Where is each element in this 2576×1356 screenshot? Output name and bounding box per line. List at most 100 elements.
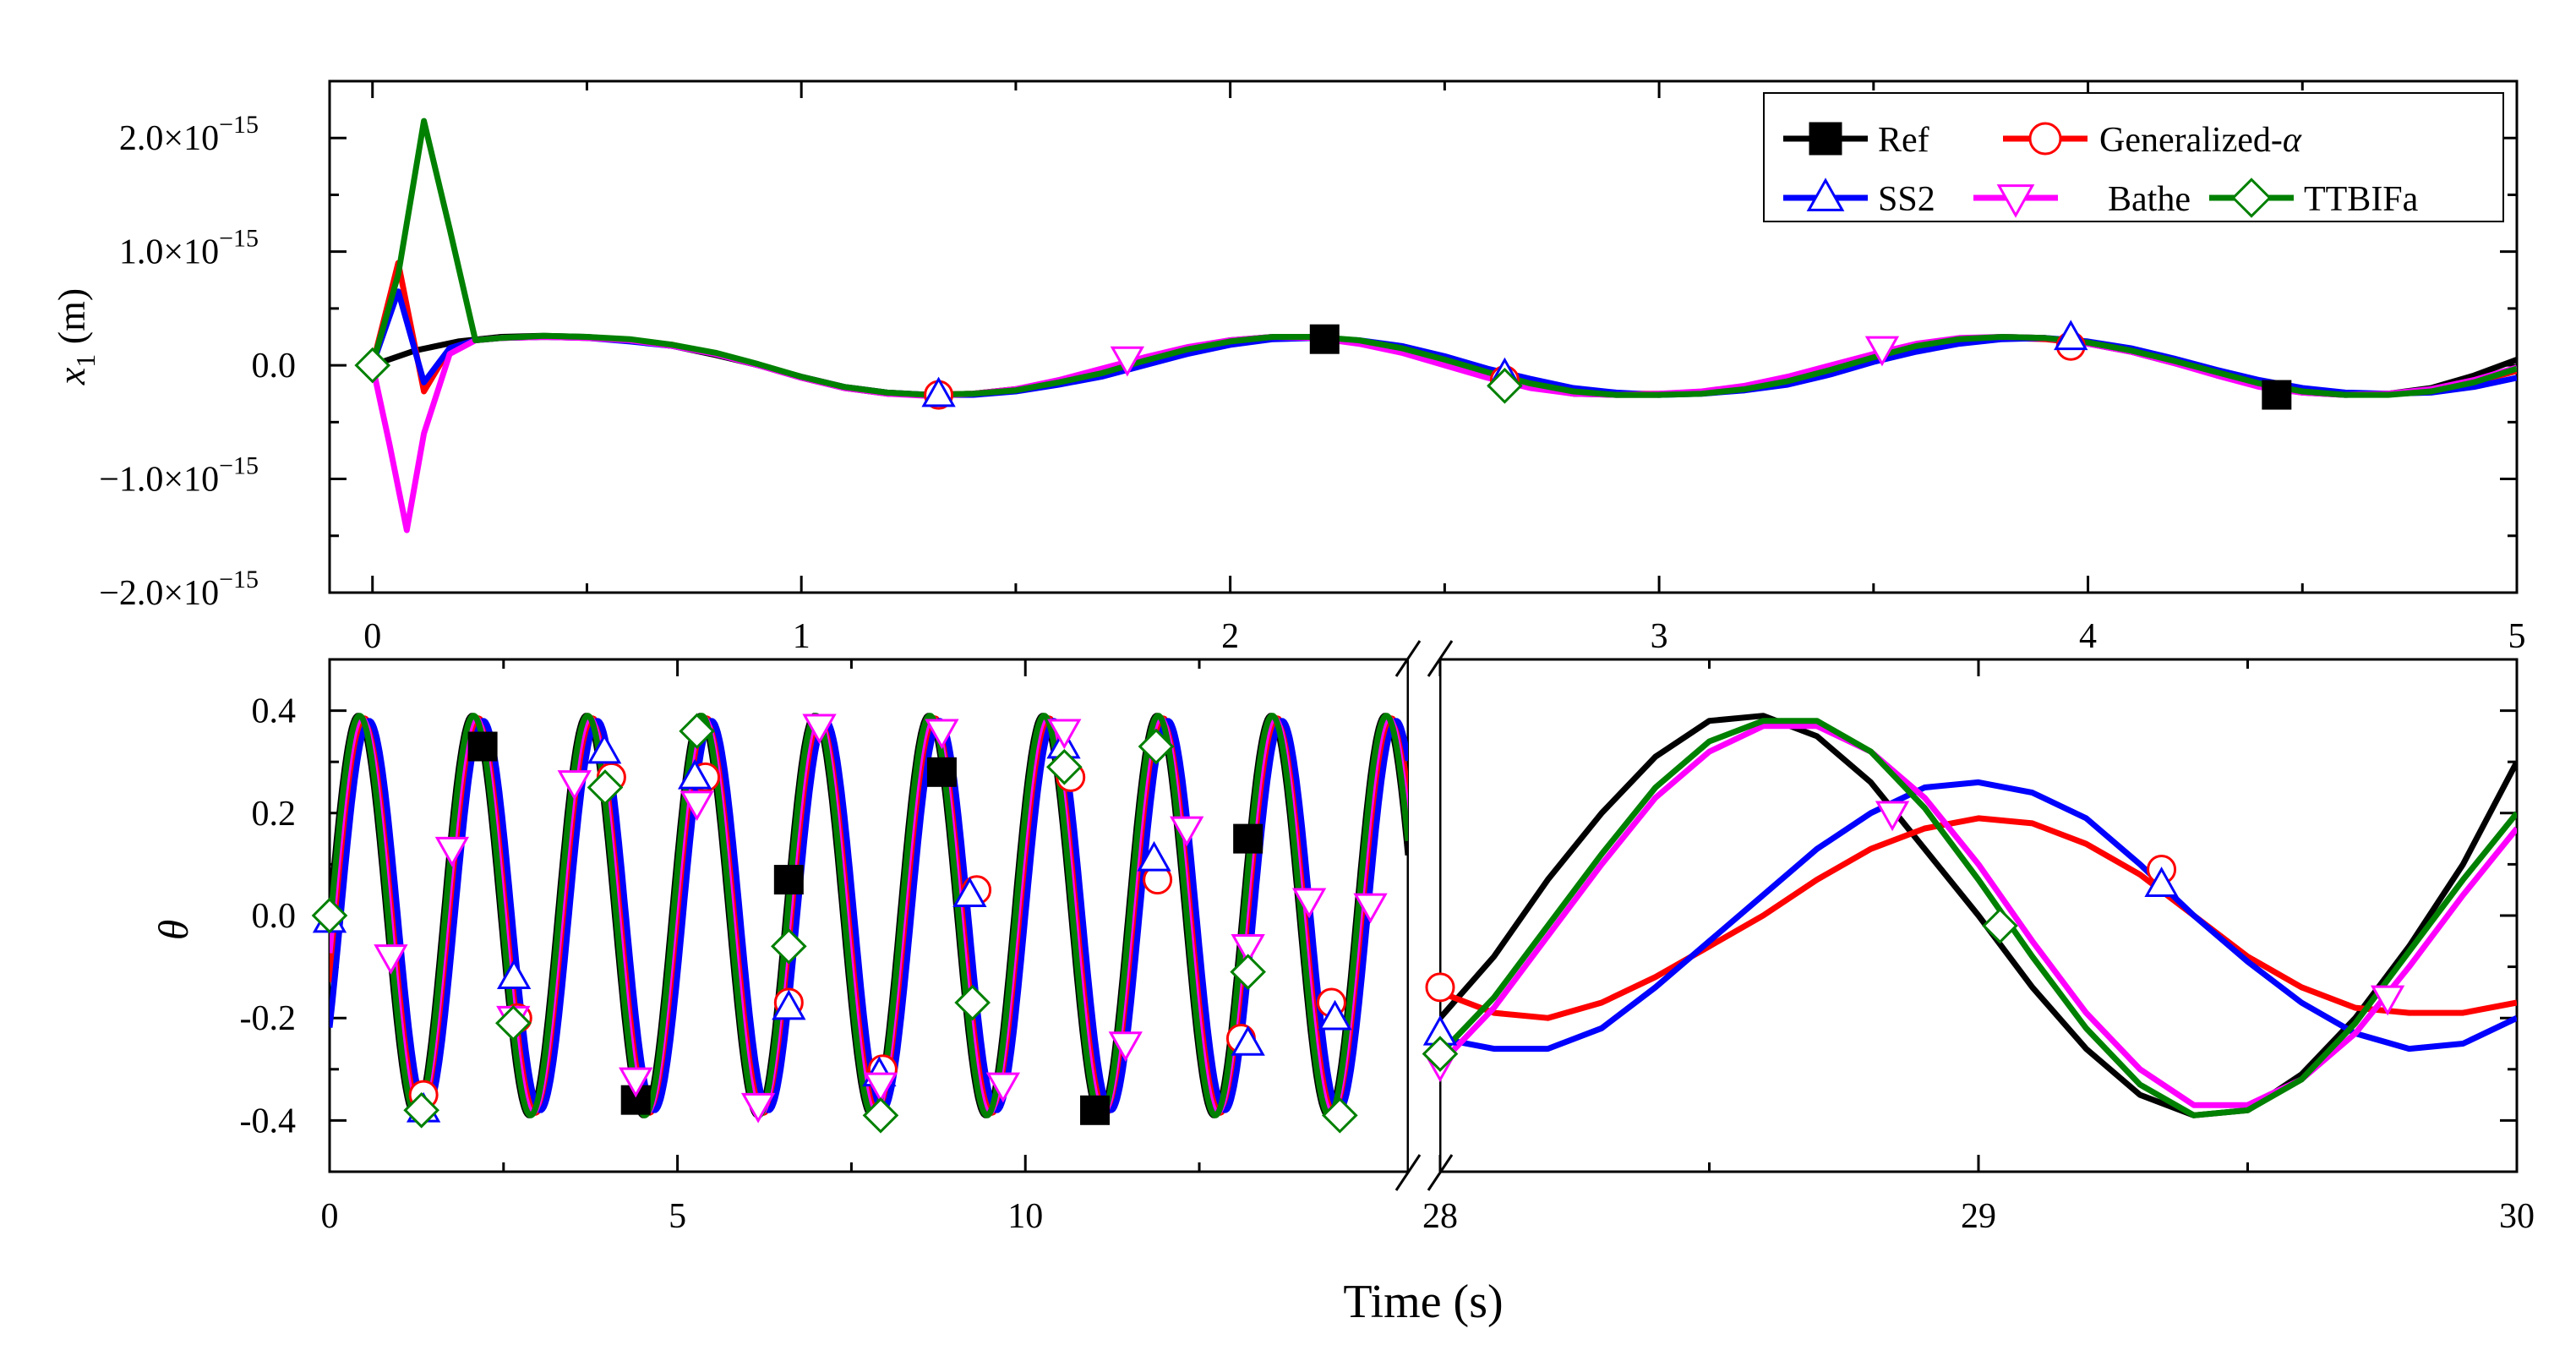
top-marker-triangle-up: [2054, 320, 2088, 351]
bottom-panel: 0.4 0.2 0.0 -0.2 -0.4 0 5 10 28 29 30 θ Time (s): [150, 640, 2535, 1328]
legend-marker-triangle-down: [1996, 184, 2035, 218]
bottom-left-marker-square: [467, 731, 498, 762]
bottom-left-xtick-label: 0: [321, 1197, 339, 1236]
legend-marker-diamond: [2231, 178, 2272, 218]
bottom-markers-group: [311, 713, 2405, 1134]
bottom-left-marker-diamond: [771, 928, 807, 965]
bottom-left-marker-diamond: [954, 984, 991, 1021]
bottom-left-marker-diamond: [1138, 728, 1175, 765]
bottom-ytick-label: 0.0: [252, 897, 297, 936]
bottom-right-series-group: [1440, 713, 2517, 1118]
bottom-left-marker-diamond: [587, 769, 624, 806]
bottom-left-marker-triangle-down: [557, 770, 592, 801]
bottom-left-marker-triangle-down: [434, 836, 470, 867]
axis-break-marks: [1394, 640, 1454, 1191]
bottom-left-marker-diamond: [1322, 1097, 1358, 1134]
bottom-left-marker-triangle-down: [985, 1072, 1021, 1103]
top-series-ss2: [369, 288, 2517, 398]
bottom-ytick-label: 0.4: [252, 692, 297, 731]
bottom-right-xtick-label: 29: [1961, 1197, 1996, 1236]
bottom-left-marker-diamond: [311, 897, 348, 934]
legend-label: Generalized-α: [2099, 121, 2302, 160]
top-xtick-label: 3: [1651, 617, 1668, 656]
top-marker-diamond: [1487, 367, 1523, 404]
bottom-right-marker-diamond: [1422, 1036, 1459, 1072]
legend-marker-circle: [2028, 122, 2062, 156]
axis-break-slash-4: [1427, 640, 1454, 677]
bottom-ytick-label: 0.2: [252, 795, 297, 834]
top-marker-square: [2262, 380, 2292, 410]
bottom-left-marker-triangle-up: [587, 733, 622, 764]
bottom-right-series-ss2: [1440, 779, 2517, 1053]
top-ytick-label: 0.0: [252, 347, 297, 385]
bottom-left-marker-triangle-down: [925, 719, 959, 750]
top-series-ttbifa: [369, 118, 2517, 398]
top-series-generalized-: [369, 260, 2517, 398]
top-plot-frame: [328, 79, 2519, 594]
axis-break-gap: [1409, 651, 1439, 1184]
bottom-left-marker-diamond: [495, 1004, 532, 1042]
bottom-left-marker-triangle-down: [374, 944, 408, 975]
legend-box: [1763, 92, 2504, 222]
bottom-left-marker-triangle-down: [619, 1067, 653, 1098]
bottom-ytick-label: -0.2: [240, 999, 297, 1038]
bottom-left-series-ss2: [330, 718, 1408, 1113]
legend-marker-square: [1809, 122, 1842, 156]
bottom-left-marker-triangle-up: [678, 758, 712, 790]
bottom-left-marker-triangle-up: [1318, 999, 1352, 1031]
top-xtick-label: 0: [363, 617, 381, 656]
bottom-left-marker-triangle-down: [802, 714, 837, 745]
bottom-right-xtick-label: 28: [1422, 1197, 1458, 1236]
bottom-right-series-generalized-: [1440, 815, 2517, 1021]
bottom-left-marker-triangle-down: [679, 790, 714, 822]
top-xtick-label: 2: [1221, 617, 1239, 656]
top-ytick-label: 1.0×10−15: [119, 225, 259, 272]
bottom-ylabel: θ: [150, 920, 197, 941]
bottom-left-marker-triangle-down: [1047, 719, 1082, 750]
bottom-left-marker-square: [620, 1085, 651, 1115]
bottom-left-xtick-label: 10: [1007, 1197, 1043, 1236]
bottom-left-marker-triangle-down: [1291, 888, 1327, 919]
legend-label: Bathe: [2108, 180, 2191, 219]
top-ytick-label: −1.0×10−15: [99, 452, 259, 500]
bottom-right-series-ttbifa: [1440, 718, 2517, 1118]
bottom-left-marker-square: [926, 757, 957, 787]
top-series-group: [369, 118, 2517, 533]
bottom-left-marker-triangle-down: [740, 1092, 776, 1124]
top-markers-group: [354, 320, 2292, 410]
bottom-left-marker-triangle-up: [952, 877, 987, 908]
legend-label: SS2: [1878, 180, 1935, 219]
x-axis-title: Time (s): [1343, 1276, 1503, 1328]
axis-break-slash-3: [1394, 640, 1422, 677]
top-xtick-label: 4: [2079, 617, 2097, 656]
legend-label: TTBIFa: [2304, 180, 2419, 219]
bottom-left-marker-diamond: [679, 713, 715, 750]
bottom-left-marker-diamond: [403, 1091, 439, 1129]
legend-marker-triangle-up: [1806, 178, 1845, 211]
axis-break-slash-2: [1427, 1154, 1454, 1191]
bottom-ytick-label: -0.4: [240, 1102, 297, 1140]
bottom-left-marker-diamond: [862, 1097, 899, 1134]
top-marker-diamond: [354, 347, 391, 384]
bottom-left-marker-diamond: [1230, 954, 1266, 990]
bottom-right-series-ref: [1440, 713, 2517, 1118]
top-marker-triangle-down: [1110, 346, 1145, 377]
axis-break-slash-1: [1394, 1154, 1422, 1191]
bottom-left-marker-triangle-down: [863, 1072, 898, 1103]
bottom-left-marker-triangle-up: [496, 959, 532, 990]
bottom-left-marker-triangle-up: [1231, 1025, 1265, 1056]
top-ytick-label: −2.0×10−15: [99, 566, 259, 613]
top-xtick-label: 5: [2508, 617, 2526, 656]
bottom-left-marker-triangle-down: [1231, 934, 1265, 965]
top-axis-ticks: 0 1 2 3 4 5 2.0×10−15 1.0×10−15 0.0 −1.0×10−15 −2.…: [99, 81, 2526, 656]
top-marker-triangle-up: [921, 376, 956, 407]
bottom-left-marker-triangle-down: [1108, 1031, 1143, 1062]
bottom-left-marker-square: [1233, 823, 1263, 854]
top-marker-square: [1309, 324, 1340, 354]
bottom-left-marker-square: [773, 865, 804, 895]
bottom-right-series-bathe: [1440, 723, 2517, 1108]
top-ylabel: x1 (m): [50, 288, 101, 385]
bottom-right-xtick-label: 30: [2499, 1197, 2535, 1236]
bottom-left-marker-triangle-up: [772, 989, 806, 1020]
